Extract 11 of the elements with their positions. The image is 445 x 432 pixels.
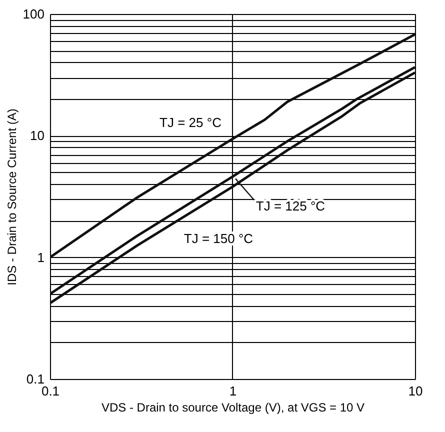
x-tick-label: 0.1: [41, 384, 60, 398]
x-tick-label: 1: [229, 384, 237, 398]
y-axis-title: IDS - Drain to Source Current (A): [4, 108, 19, 286]
legend-label: TJ = 125 °C: [256, 198, 326, 214]
y-tick-label: 0.1: [26, 372, 44, 386]
x-axis-title: VDS - Drain to source Voltage (V), at VGS = 10 V: [101, 400, 365, 414]
y-tick-label: 1: [37, 250, 44, 265]
y-tick-label: 10: [30, 128, 44, 144]
x-tick-label: 10: [408, 384, 423, 398]
y-tick-label: 100: [22, 6, 44, 22]
series-label: TJ = 25 °C: [160, 114, 222, 130]
